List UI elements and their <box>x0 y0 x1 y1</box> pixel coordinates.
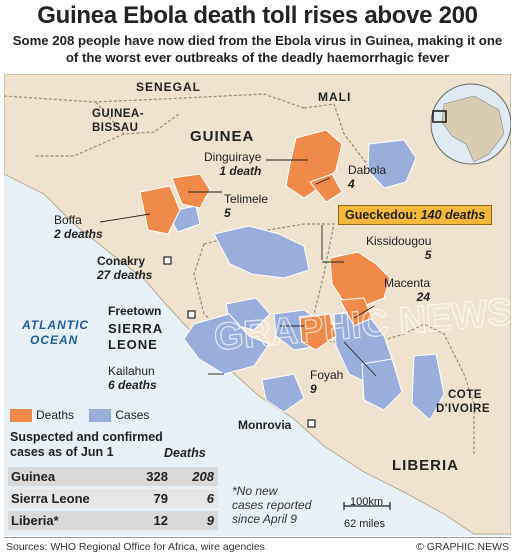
death-regions <box>139 129 391 351</box>
legend-cases-swatch <box>89 409 112 423</box>
scale-bar <box>343 502 391 510</box>
legend-deaths-swatch <box>10 409 32 423</box>
label-sierra-1: SIERRA <box>108 321 164 336</box>
label-guinea-bissau-2: BISSAU <box>92 122 139 134</box>
place-monrovia: Monrovia <box>238 418 292 432</box>
label-guinea: GUINEA <box>190 128 255 145</box>
legend-cases-label: Cases <box>115 408 150 422</box>
map: GRAPHIC NEWS <box>4 74 511 536</box>
table-row: Guinea 328 208 <box>8 467 218 486</box>
footer: Sources: WHO Regional Office for Africa,… <box>4 537 511 555</box>
page-title: Guinea Ebola death toll rises above 200 <box>37 2 478 29</box>
label-mali: MALI <box>318 90 352 104</box>
place-boffa: Boffa 2 deaths <box>54 213 103 241</box>
place-kissidougou: Kissidougou 5 <box>366 234 432 262</box>
city-markers <box>163 256 316 428</box>
scale-labels: 100km 62 miles <box>344 496 385 530</box>
gueckedou-callout: Gueckedou: 140 deaths <box>338 205 493 225</box>
leader-lines <box>99 159 377 377</box>
credit-text: © GRAPHIC NEWS <box>416 541 509 553</box>
place-dabola: Dabola 4 <box>348 163 387 191</box>
label-liberia: LIBERIA <box>392 457 459 474</box>
place-freetown: Freetown <box>108 304 162 318</box>
table-deaths-header: Deaths <box>164 446 206 460</box>
table-row: Liberia* 12 9 <box>8 511 218 530</box>
label-sierra-2: LEONE <box>108 337 158 352</box>
label-atlantic-1: ATLANTIC <box>22 318 90 332</box>
label-atlantic-2: OCEAN <box>30 333 79 347</box>
table-row: Sierra Leone 79 6 <box>8 489 218 508</box>
label-cote-2: D'IVOIRE <box>436 403 491 415</box>
label-guinea-bissau-1: GUINEA- <box>92 108 145 120</box>
table-heading: Suspected and confirmed cases as of Jun … <box>10 430 163 459</box>
place-telimele: Telimele 5 <box>224 192 269 220</box>
place-dinguiraye: Dinguiraye 1 death <box>204 150 262 178</box>
place-conakry: Conakry 27 deaths <box>97 254 153 282</box>
legend: Deaths Cases <box>10 408 150 423</box>
legend-deaths-label: Deaths <box>36 408 75 422</box>
label-cote-1: COTE <box>448 389 482 401</box>
place-kailahun: Kailahun 6 deaths <box>108 364 157 392</box>
place-foyah: Foyah 9 <box>310 368 344 396</box>
label-senegal: SENEGAL <box>136 80 202 94</box>
source-text: Sources: WHO Regional Office for Africa,… <box>6 541 265 553</box>
subtitle: Some 208 people have now died from the E… <box>12 33 503 65</box>
case-regions <box>165 139 445 421</box>
footnote: *No new cases reported since April 9 <box>232 484 312 526</box>
place-macenta: Macenta 24 <box>384 276 431 304</box>
